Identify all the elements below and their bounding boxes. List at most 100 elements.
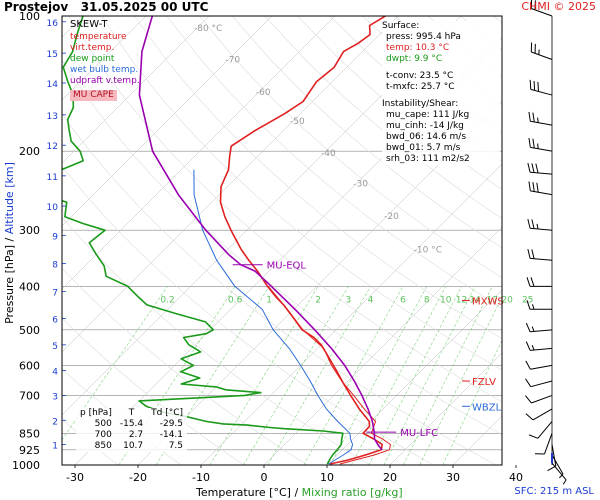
wind-barb xyxy=(528,181,553,196)
x-axis-label-sep: / xyxy=(290,486,302,499)
altitude-tick-label: 15 xyxy=(47,50,58,60)
legend-item: virt.temp. xyxy=(70,43,115,53)
pressure-tick-label: 100 xyxy=(19,10,40,23)
plot-frame xyxy=(61,15,503,466)
isotherm-label: -10 °C xyxy=(414,245,442,255)
altitude-tick-label: 11 xyxy=(47,173,58,183)
mixing-ratio-line xyxy=(243,286,349,465)
isotherm-label: -60 xyxy=(256,88,271,98)
x-axis-label-temp: Temperature [°C] xyxy=(196,486,291,499)
x-tick-label: -20 xyxy=(129,471,147,484)
isotherm-line xyxy=(326,289,502,465)
axes: 0.2 0.6 1 2 3 4 6 8 10 12 14 17 20 25-80 °C-70-60-50-… xyxy=(12,10,533,484)
convection-line: t-mxfc: 25.7 °C xyxy=(386,82,455,92)
legend-item: wet bulb temp. xyxy=(70,65,139,75)
dry-adiabat xyxy=(264,16,502,219)
dry-adiabat xyxy=(62,217,371,465)
altitude-tick-label: 6 xyxy=(52,316,58,326)
level-markers: MU-EQL MU-LFC MXWS FZLV WBZL xyxy=(232,261,504,439)
level-marker-label: WBZL xyxy=(472,402,502,413)
mixing-ratio-label: 8 xyxy=(424,295,430,305)
level-marker-label: MU-LFC xyxy=(400,428,438,439)
instability-line: mu_cape: 111 J/kg xyxy=(386,110,470,120)
wind-barb xyxy=(534,433,553,455)
legend: SKEW-T temperature virt.temp. dew point wet… xyxy=(70,19,140,101)
table-header-cell: T xyxy=(128,408,135,418)
mixing-ratio-line xyxy=(303,286,404,465)
mixing-ratio-label: 0.6 xyxy=(228,295,243,305)
dry-adiabat xyxy=(526,16,600,465)
series-line-virt-temp- xyxy=(267,285,391,465)
x-tick-label: 20 xyxy=(383,471,397,484)
legend-item: dew point xyxy=(70,54,115,64)
wind-barb xyxy=(529,79,553,96)
table-row: 850 10.7 7.5 xyxy=(76,441,187,452)
mixing-ratio-label: 2 xyxy=(315,295,321,305)
isotherm-line xyxy=(62,16,336,290)
instability-line: bwd_01: 5.7 m/s xyxy=(386,143,461,153)
mixing-ratio-label: 17 xyxy=(487,295,498,305)
dry-adiabat xyxy=(559,16,600,465)
level-table: p [hPa] T Td [°C] 500 -15.4 -29.5 700 2.7 -14.1 8… xyxy=(76,408,188,452)
x-axis-label-mix: Mixing ratio [g/kg] xyxy=(301,486,403,499)
mixing-ratio-label: 4 xyxy=(368,295,374,305)
altitude-tick-label: 8 xyxy=(52,261,58,271)
level-marker-label: FZLV xyxy=(472,377,496,388)
table-cell: 850 xyxy=(94,441,112,451)
pressure-tick-label: 400 xyxy=(19,280,40,293)
isotherm-line xyxy=(200,163,502,465)
table-cell: 7.5 xyxy=(168,441,184,451)
pressure-tick-label: 600 xyxy=(19,359,40,372)
altitude-tick-label: 1 xyxy=(52,441,58,451)
wind-barb xyxy=(551,462,567,485)
altitude-tick-label: 12 xyxy=(47,142,58,152)
surface-line: press: 995.4 hPa xyxy=(386,32,461,42)
table-cell: -14.1 xyxy=(159,430,184,440)
pressure-tick-label: 300 xyxy=(19,224,40,237)
table-cell: 500 xyxy=(94,419,112,429)
table-cell: -29.5 xyxy=(159,419,184,429)
mixing-ratio-label: 20 xyxy=(501,295,513,305)
altitude-tick-label: 9 xyxy=(52,232,58,242)
mixing-ratio-label: 25 xyxy=(522,295,533,305)
isotherm-line xyxy=(389,352,502,465)
x-tick-label: 10 xyxy=(320,471,334,484)
series-line-dew-point xyxy=(62,16,344,465)
dry-adiabat xyxy=(166,16,502,309)
x-tick-label: -30 xyxy=(66,471,84,484)
wind-barb xyxy=(528,137,553,152)
mixing-ratio-label: 3 xyxy=(345,295,351,305)
wind-barbs xyxy=(525,0,567,485)
table-row: 500 -15.4 -29.5 xyxy=(76,419,187,430)
info-panel: Surface: press: 995.4 hPa temp: 10.3 °C dw… xyxy=(382,21,500,165)
y-axis-label: Pressure [hPa] / Altitude [km] xyxy=(3,133,17,353)
isotherm-label: -80 °C xyxy=(194,24,222,34)
altitude-tick-label: 3 xyxy=(52,392,58,402)
mixing-ratio-label: 6 xyxy=(400,295,406,305)
table-row: 700 2.7 -14.1 xyxy=(76,430,187,441)
altitude-tick-label: 7 xyxy=(52,289,58,299)
wind-barb xyxy=(530,42,553,60)
isotherm-label: -70 xyxy=(225,56,240,66)
dry-adiabat xyxy=(101,16,502,371)
table-header-row: p [hPa] T Td [°C] xyxy=(76,408,187,419)
table-header-cell: Td [°C] xyxy=(151,408,184,418)
mixing-ratio-line xyxy=(329,286,428,465)
wind-barb xyxy=(525,378,553,388)
y-axis-label-altitude: Altitude [km] xyxy=(3,162,16,235)
y-axis-label-sep: / xyxy=(3,234,16,245)
mixing-ratio-line xyxy=(403,286,493,465)
dry-adiabat xyxy=(62,59,502,436)
convection-line: t-conv: 23.5 °C xyxy=(386,71,454,81)
wind-barb xyxy=(547,444,557,472)
altitude-tick-label: 2 xyxy=(52,417,58,427)
mixing-ratio-line xyxy=(351,286,446,465)
mixing-ratio-line xyxy=(267,286,371,465)
station-title: Prostejov 31.05.2025 00 UTC xyxy=(4,0,208,14)
mixing-ratio-label: 12 xyxy=(456,295,467,305)
level-marker-label: MXWS xyxy=(472,296,504,307)
table-cell: 700 xyxy=(94,430,112,440)
series-line-udpraft-v-temp- xyxy=(138,16,383,451)
isotherm-line xyxy=(579,16,600,465)
